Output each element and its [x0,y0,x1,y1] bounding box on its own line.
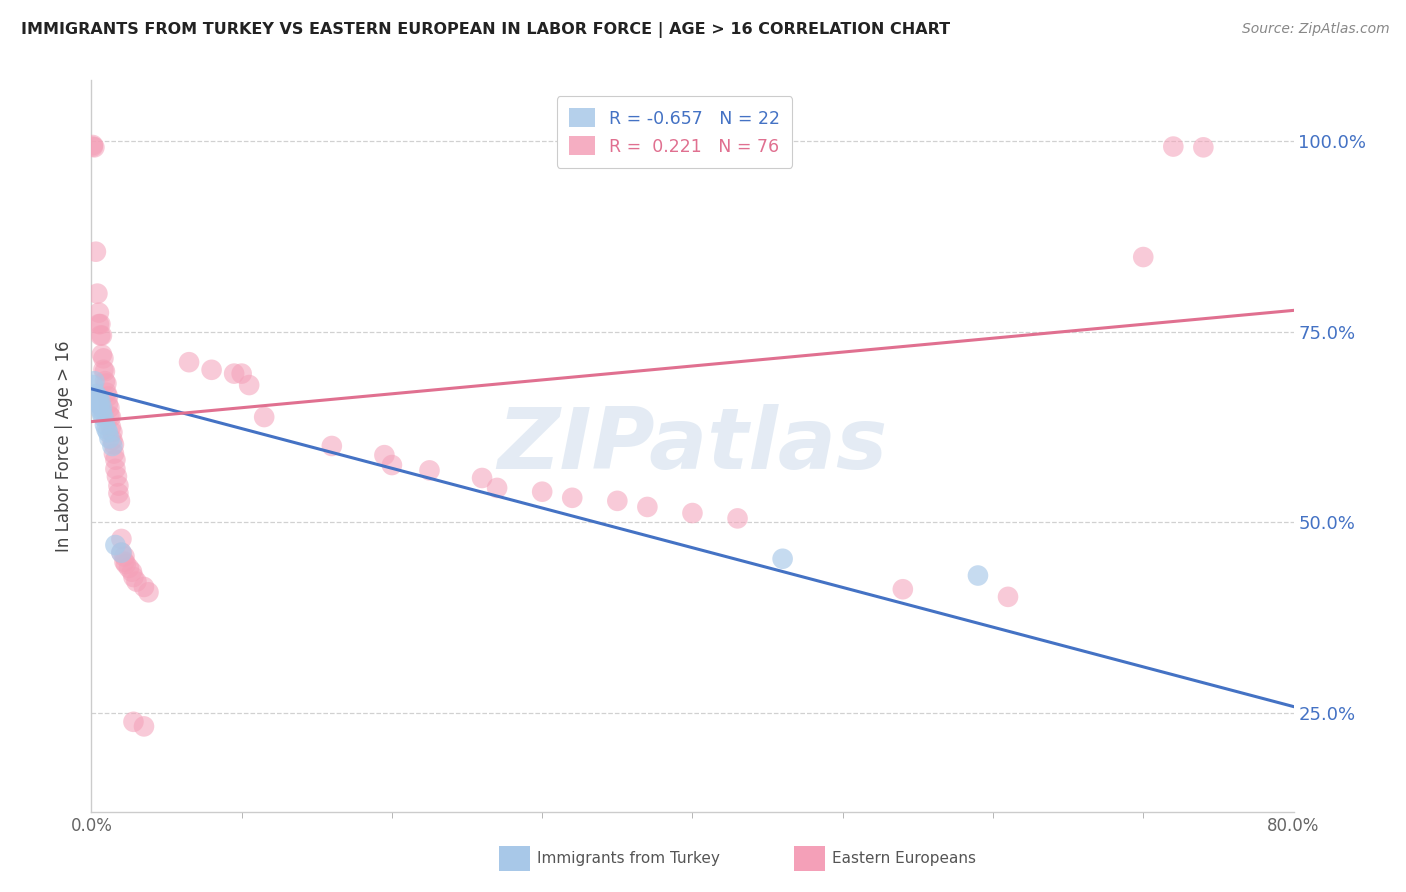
Point [84,387,107,401]
Point [82,139,104,153]
Point [97,397,120,411]
Legend: R = -0.657   N = 22, R =  0.221   N = 76: R = -0.657 N = 22, R = 0.221 N = 76 [557,96,792,168]
Point [531,484,554,499]
Point [98,409,121,423]
Point [418,463,440,477]
Point [101,433,124,447]
Point [114,549,136,564]
Point [107,478,129,492]
Point [122,570,145,584]
Point [201,363,224,377]
Point [94,417,117,432]
Point [83,140,105,154]
Point [231,367,253,381]
Point [108,494,131,508]
Point [101,439,124,453]
Point [238,378,260,392]
Point [93,363,115,377]
Point [121,565,143,579]
Point [89,328,111,343]
Point [321,439,343,453]
Point [381,458,404,472]
Point [1161,139,1184,153]
Point [681,506,703,520]
Point [104,538,127,552]
Point [997,590,1019,604]
Point [104,462,127,476]
Point [104,452,127,467]
Point [138,585,160,599]
Text: IMMIGRANTS FROM TURKEY VS EASTERN EUROPEAN IN LABOR FORCE | AGE > 16 CORRELATION: IMMIGRANTS FROM TURKEY VS EASTERN EUROPE… [21,22,950,38]
Point [772,551,794,566]
Point [89,394,111,409]
Point [86,394,108,409]
Point [103,447,125,461]
Point [486,481,509,495]
Point [373,448,395,462]
Point [100,420,122,434]
Point [132,580,155,594]
Point [105,469,128,483]
Point [97,389,120,403]
Point [87,397,110,411]
Point [1192,140,1215,154]
Point [87,392,110,406]
Point [86,286,108,301]
Point [636,500,658,514]
Text: Eastern Europeans: Eastern Europeans [832,851,976,865]
Point [89,402,111,417]
Point [891,582,914,597]
Point [110,532,132,546]
Point [114,555,136,569]
Text: Source: ZipAtlas.com: Source: ZipAtlas.com [1241,22,1389,37]
Point [86,389,108,403]
Text: ZIPatlas: ZIPatlas [498,404,887,488]
Point [96,422,118,436]
Point [96,385,118,400]
Point [101,425,124,440]
Text: Immigrants from Turkey: Immigrants from Turkey [537,851,720,865]
Point [122,714,145,729]
Point [98,431,121,445]
Point [84,244,107,259]
Point [90,348,112,362]
Point [561,491,583,505]
Point [727,511,749,525]
Y-axis label: In Labor Force | Age > 16: In Labor Force | Age > 16 [55,340,73,552]
Point [84,393,107,408]
Point [90,407,112,421]
Point [97,425,120,440]
Point [177,355,200,369]
Point [115,557,138,571]
Point [83,374,105,388]
Point [606,494,628,508]
Point [98,401,121,415]
Point [96,376,118,391]
Point [89,317,111,331]
Point [82,378,104,392]
Point [94,364,117,378]
Point [967,568,990,582]
Point [103,437,125,451]
Point [1132,250,1154,264]
Point [253,410,276,425]
Point [118,561,141,575]
Point [82,138,104,153]
Point [110,546,132,560]
Point [90,401,112,415]
Point [90,328,112,343]
Point [110,546,132,560]
Point [132,719,155,733]
Point [100,410,122,425]
Point [87,306,110,320]
Point [87,317,110,331]
Point [224,367,246,381]
Point [94,374,117,388]
Point [93,351,115,366]
Point [93,410,115,425]
Point [107,486,129,500]
Point [125,574,148,589]
Point [471,471,494,485]
